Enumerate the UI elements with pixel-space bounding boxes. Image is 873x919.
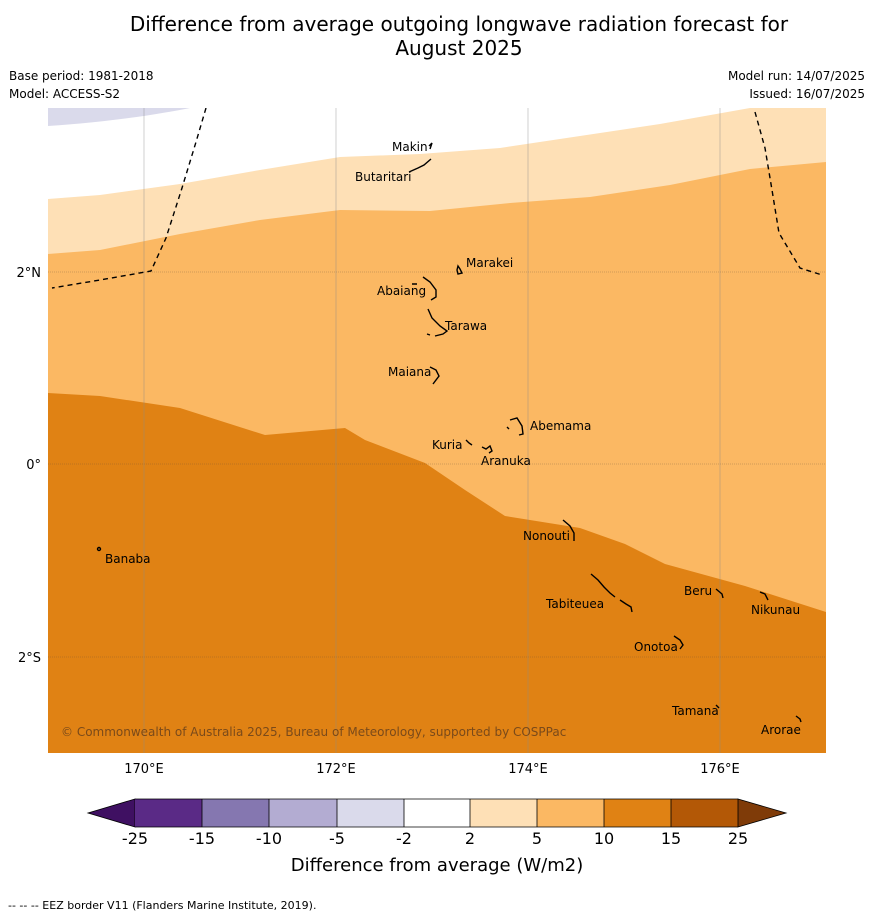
island-abemama: [506, 417, 524, 436]
colorbar-bin-4: [337, 799, 404, 827]
eez-border-west: [51, 108, 207, 289]
label-abaiang: Abaiang: [377, 284, 426, 298]
colorbar-bin-6: [470, 799, 537, 827]
island-marakei: [456, 264, 464, 275]
tick-minus5: -5: [329, 829, 345, 848]
colorbar-bin-8: [604, 799, 671, 827]
tick-minus10: -10: [256, 829, 282, 848]
label-nonouti: Nonouti: [523, 529, 570, 543]
label-banaba: Banaba: [105, 552, 151, 566]
copyright-text: © Commonwealth of Australia 2025, Bureau…: [61, 725, 566, 739]
island-tamana: [715, 704, 720, 709]
issued-date: Issued: 16/07/2025: [749, 87, 865, 101]
lon-label-172e: 172°E: [316, 762, 356, 777]
label-abemama: Abemama: [530, 419, 591, 433]
colorbar-arrow-high: [737, 798, 788, 828]
lat-label-2s: 2°S: [18, 651, 41, 666]
label-beru: Beru: [684, 584, 712, 598]
tick-minus2: -2: [396, 829, 412, 848]
footer-note: -- -- -- EEZ border V11 (Flanders Marine…: [8, 899, 317, 912]
colorbar: -25 -15 -10 -5 -2 2 5 10 15 25 Differenc…: [86, 798, 788, 876]
colorbar-bin-1: [135, 799, 202, 827]
island-labels: Makin Butaritari Marakei Abaiang Tarawa …: [105, 140, 801, 737]
colorbar-bin-9: [671, 799, 738, 827]
tick-2: 2: [465, 829, 475, 848]
label-arorae: Arorae: [761, 723, 801, 737]
colorbar-bin-5: [404, 799, 470, 827]
colorbar-bin-3: [269, 799, 337, 827]
colorbar-bin-7: [537, 799, 604, 827]
label-tamana: Tamana: [671, 704, 719, 718]
base-period: Base period: 1981-2018: [9, 69, 154, 83]
island-aranuka: [481, 444, 493, 454]
meridians: [143, 108, 721, 753]
island-outlines: [96, 142, 802, 723]
island-maiana: [429, 366, 440, 385]
band-10-15: [48, 393, 826, 753]
island-arorae: [795, 715, 802, 723]
band-minus5-minus2: [48, 108, 190, 126]
lat-label-0: 0°: [26, 458, 41, 473]
tick-5: 5: [532, 829, 542, 848]
island-makin: [428, 142, 433, 150]
colorbar-label: Difference from average (W/m2): [291, 855, 583, 876]
tick-15: 15: [661, 829, 681, 848]
island-banaba: [96, 546, 102, 552]
label-tarawa: Tarawa: [444, 319, 487, 333]
label-tabiteuea: Tabiteuea: [545, 597, 604, 611]
label-nikunau: Nikunau: [751, 603, 800, 617]
island-nonouti: [562, 519, 575, 541]
label-aranuka: Aranuka: [481, 454, 531, 468]
label-makin: Makin: [392, 140, 428, 154]
lon-label-170e: 170°E: [124, 762, 164, 777]
colorbar-bin-2: [202, 799, 269, 827]
axis-labels: 2°N 0° 2°S 170°E 172°E 174°E 176°E: [17, 266, 740, 777]
eez-border-east: [754, 111, 823, 276]
lat-label-2n: 2°N: [17, 266, 42, 281]
tick-minus15: -15: [189, 829, 215, 848]
metadata-right: Model run: 14/07/2025 Issued: 16/07/2025: [728, 67, 865, 103]
title-line-1: Difference from average outgoing longwav…: [129, 12, 789, 36]
label-onotoa: Onotoa: [634, 640, 678, 654]
lon-label-174e: 174°E: [508, 762, 548, 777]
metadata-left: Base period: 1981-2018 Model: ACCESS-S2: [9, 67, 154, 103]
chart-title: Difference from average outgoing longwav…: [0, 12, 873, 60]
colorbar-arrow-low: [86, 798, 136, 828]
colorbar-dividers: [135, 798, 738, 828]
island-tarawa: [426, 308, 449, 337]
model-run: Model run: 14/07/2025: [727, 69, 865, 83]
label-maiana: Maiana: [388, 365, 431, 379]
island-butaritari: [408, 158, 432, 173]
lon-label-176e: 176°E: [700, 762, 740, 777]
island-kuria: [465, 439, 473, 446]
tick-minus25: -25: [122, 829, 148, 848]
model-name: Model: ACCESS-S2: [9, 87, 121, 101]
tick-25: 25: [728, 829, 748, 848]
colorbar-ticks: -25 -15 -10 -5 -2 2 5 10 15 25: [122, 829, 748, 848]
label-butaritari: Butaritari: [355, 170, 412, 184]
island-onotoa: [673, 635, 684, 650]
tick-10: 10: [594, 829, 614, 848]
graticule: [48, 271, 826, 658]
map-area: Makin Butaritari Marakei Abaiang Tarawa …: [48, 108, 826, 753]
label-kuria: Kuria: [432, 438, 463, 452]
title-line-2: August 2025: [395, 36, 523, 60]
island-abaiang: [412, 276, 437, 301]
island-beru: [715, 588, 724, 599]
label-marakei: Marakei: [466, 256, 513, 270]
island-nikunau: [759, 591, 769, 601]
island-tabiteuea: [590, 573, 633, 613]
